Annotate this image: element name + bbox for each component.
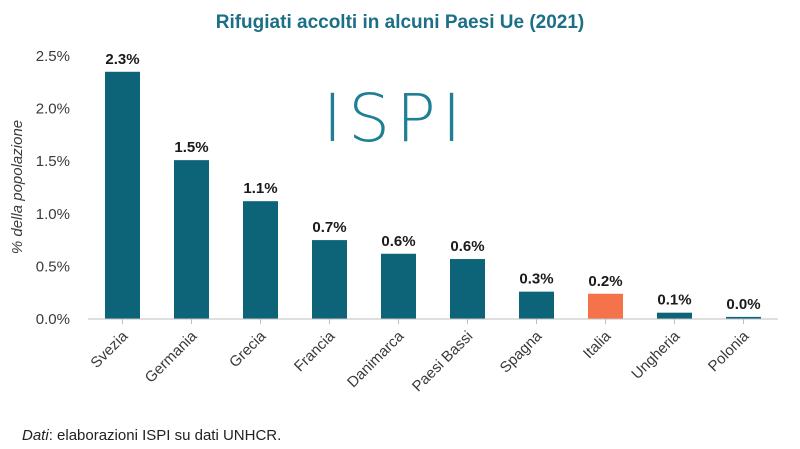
x-tick-label: Svezia bbox=[87, 327, 131, 371]
y-tick-label: 1.0% bbox=[36, 206, 70, 223]
data-labels: 2.3% 1.5% 1.1% 0.7% 0.6% 0.6% 0.3% 0.2% 0.1% 0.0% bbox=[105, 51, 760, 313]
data-label: 0.0% bbox=[726, 296, 760, 313]
bar-danimarca bbox=[381, 253, 416, 319]
x-tick-label: Paesi Bassi bbox=[409, 328, 476, 395]
bars bbox=[105, 71, 761, 319]
source-note: Dati: elaborazioni ISPI su dati UNHCR. bbox=[22, 427, 281, 444]
data-label: 2.3% bbox=[105, 51, 139, 68]
bar-ungheria bbox=[657, 312, 692, 319]
chart-title: Rifugiati accolti in alcuni Paesi Ue (20… bbox=[216, 12, 585, 33]
bar-polonia bbox=[726, 316, 761, 319]
bar-germania bbox=[174, 160, 209, 319]
x-tick-label: Francia bbox=[291, 327, 339, 375]
x-tick-label: Grecia bbox=[226, 327, 270, 371]
data-label: 0.1% bbox=[657, 292, 691, 309]
y-tick-label: 0.0% bbox=[36, 311, 70, 328]
y-tick-label: 1.5% bbox=[36, 153, 70, 170]
data-label: 0.7% bbox=[312, 219, 346, 236]
x-tick-label: Spagna bbox=[497, 327, 546, 376]
ispi-watermark-logo: ISPI bbox=[323, 80, 468, 157]
x-tick-label: Italia bbox=[580, 327, 615, 362]
bar-paesi-bassi bbox=[450, 259, 485, 319]
y-tick-label: 2.0% bbox=[36, 101, 70, 118]
x-tick-label: Germania bbox=[142, 327, 201, 386]
data-label: 0.6% bbox=[450, 238, 484, 255]
data-label: 0.2% bbox=[588, 273, 622, 290]
bar-francia bbox=[312, 240, 347, 319]
data-label: 1.5% bbox=[174, 139, 208, 156]
data-label: 0.6% bbox=[381, 233, 415, 250]
data-label: 0.3% bbox=[519, 271, 553, 288]
x-axis: Svezia Germania Grecia Francia Danimarca Paes… bbox=[87, 318, 778, 395]
y-tick-label: 0.5% bbox=[36, 258, 70, 275]
bar-grecia bbox=[243, 201, 278, 319]
bar-spagna bbox=[519, 291, 554, 319]
source-text: : elaborazioni ISPI su dati UNHCR. bbox=[48, 427, 282, 444]
data-label: 1.1% bbox=[243, 180, 277, 197]
x-tick-label: Polonia bbox=[705, 327, 753, 375]
y-tick-label: 2.5% bbox=[36, 48, 70, 65]
x-tick-label: Danimarca bbox=[344, 327, 408, 391]
bar-italia bbox=[588, 293, 623, 319]
y-axis-label: % della popolazione bbox=[9, 120, 26, 254]
y-axis: 0.0% 0.5% 1.0% 1.5% 2.0% 2.5% bbox=[36, 48, 70, 328]
x-tick-label: Ungheria bbox=[628, 327, 684, 383]
source-label: Dati bbox=[22, 427, 49, 444]
bar-svezia bbox=[105, 71, 140, 319]
